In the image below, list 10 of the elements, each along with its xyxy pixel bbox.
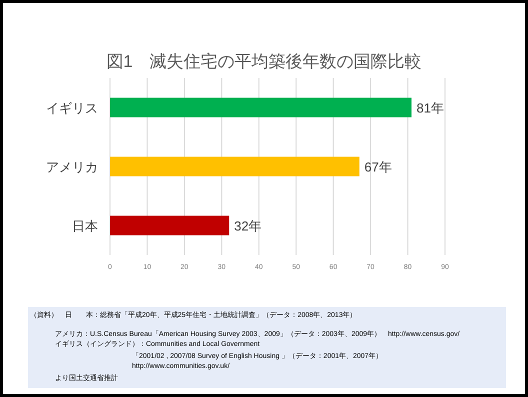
y-tick-label: イギリス <box>46 100 98 116</box>
chart-title: 図1 滅失住宅の平均築後年数の国際比較 <box>106 52 422 71</box>
bar <box>110 156 360 176</box>
data-label: 67年 <box>364 160 392 174</box>
bar <box>110 98 412 118</box>
data-label: 81年 <box>416 100 444 116</box>
data-label: 32年 <box>234 218 262 234</box>
y-tick-label: 日本 <box>72 218 98 234</box>
y-tick-label: アメリカ <box>46 160 98 174</box>
bar <box>110 216 230 236</box>
